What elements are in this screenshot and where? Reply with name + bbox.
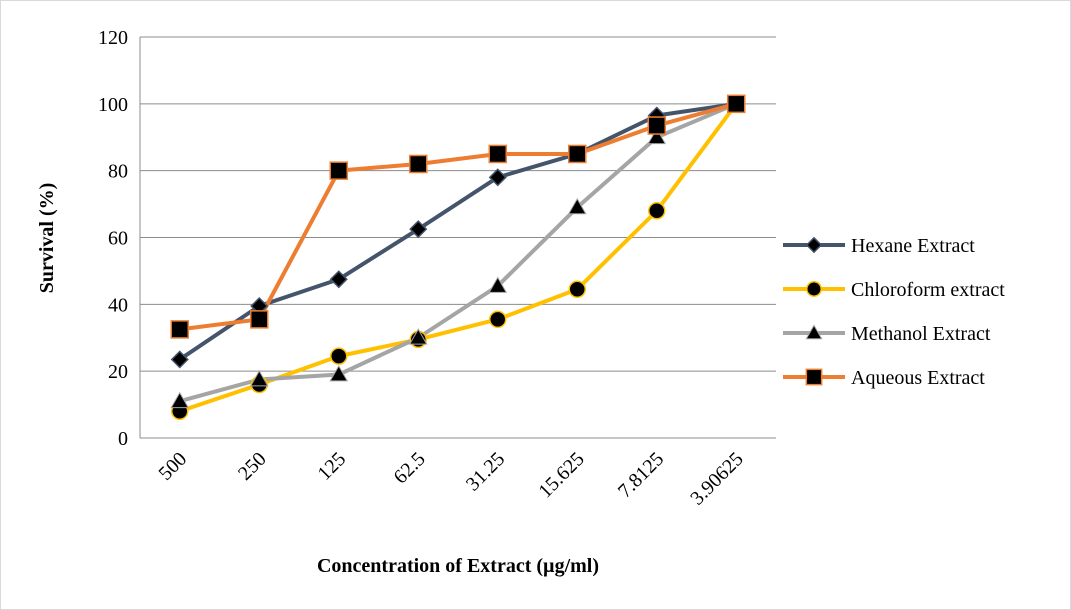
y-tick-labels: 0 20 40 60 80 100 120	[98, 27, 128, 450]
legend: Hexane Extract Chloroform extract Methanol…	[783, 235, 1005, 389]
y-tick-label: 60	[108, 228, 128, 250]
legend-marker	[806, 281, 822, 297]
y-axis-title: Survival (%)	[36, 183, 58, 294]
legend-label: Methanol Extract	[851, 323, 991, 345]
data-point	[568, 144, 587, 164]
x-tick-labels: 500 250 125 62.5 31.25 15.625 7.8125 3.90625	[155, 448, 748, 510]
data-point	[648, 202, 666, 220]
data-point	[488, 276, 508, 293]
y-tick-label: 40	[108, 294, 128, 316]
legend-label: Aqueous Extract	[851, 367, 985, 389]
series-line-1	[179, 102, 738, 414]
x-tick-label: 7.8125	[614, 448, 668, 502]
data-point	[647, 116, 666, 135]
x-tick-label: 125	[314, 448, 351, 485]
data-point	[330, 347, 348, 365]
series-line-2	[179, 101, 738, 404]
data-point	[409, 154, 428, 174]
data-point	[727, 94, 746, 114]
data-point	[170, 320, 189, 339]
data-point	[329, 365, 349, 382]
data-point	[488, 168, 507, 187]
data-point	[568, 280, 586, 299]
data-point	[409, 220, 428, 239]
y-tick-label: 100	[98, 94, 128, 116]
x-tick-label: 62.5	[389, 448, 429, 488]
series-line-3	[179, 101, 737, 332]
y-tick-label: 80	[108, 161, 128, 183]
x-tick-label: 15.625	[534, 448, 588, 502]
data-point	[170, 391, 190, 409]
x-tick-label: 3.90625	[686, 448, 748, 510]
x-tick-label: 500	[155, 448, 192, 485]
y-tick-label: 0	[118, 428, 128, 450]
series-markers	[170, 94, 746, 421]
data-point	[170, 350, 189, 369]
data-point	[250, 310, 269, 329]
data-point	[329, 161, 348, 180]
data-point	[488, 144, 507, 164]
data-point	[408, 328, 428, 345]
series-lines	[178, 101, 738, 414]
data-point	[567, 197, 587, 215]
data-point	[647, 127, 667, 145]
data-point	[329, 270, 348, 289]
x-axis-title: Concentration of Extract (µg/ml)	[317, 555, 599, 577]
y-tick-label: 20	[108, 361, 128, 383]
x-tick-label: 31.25	[462, 448, 509, 495]
series-line-0	[178, 101, 737, 362]
legend-label: Hexane Extract	[851, 235, 975, 257]
y-tick-label: 120	[98, 27, 128, 49]
legend-label: Chloroform extract	[851, 279, 1005, 301]
data-point	[249, 370, 269, 387]
legend-marker	[805, 368, 823, 386]
gridlines	[139, 36, 776, 439]
legend-marker	[805, 324, 823, 340]
legend-marker	[805, 236, 823, 254]
data-point	[489, 310, 507, 329]
x-tick-label: 250	[234, 448, 271, 485]
